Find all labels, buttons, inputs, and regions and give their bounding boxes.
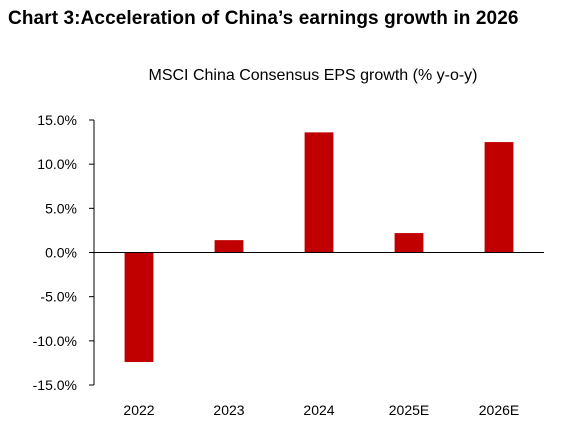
y-tick-label: -15.0% [33,377,77,393]
chart-heading-label: Chart 3: [8,8,81,29]
bar-2026e [484,142,514,253]
bar-2025e [394,233,424,253]
y-tick-label: 0.0% [45,245,77,261]
x-tick-label: 2024 [303,402,334,418]
y-tick-label: 10.0% [37,156,77,172]
bar-2023 [214,240,244,253]
y-tick-label: 5.0% [45,200,77,216]
chart-heading: Chart 3:Acceleration of China’s earnings… [8,8,519,30]
bars [124,132,514,363]
y-axis-ticks: 15.0% 10.0% 5.0% 0.0% -5.0% -10.0% -15.0% [33,112,94,393]
y-tick-label: 15.0% [37,112,77,128]
chart-title: MSCI China Consensus EPS growth (% y-o-y… [149,67,478,84]
x-axis-labels: 2022 2023 2024 2025E 2026E [123,402,519,418]
y-tick-label: -5.0% [40,289,77,305]
x-tick-label: 2025E [389,402,429,418]
bar-2024 [304,132,334,253]
x-tick-label: 2022 [123,402,154,418]
x-tick-label: 2026E [479,402,519,418]
bar-2022 [124,252,154,363]
x-tick-label: 2023 [213,402,244,418]
y-tick-label: -10.0% [33,333,77,349]
chart-heading-text: Acceleration of China’s earnings growth … [80,8,519,29]
